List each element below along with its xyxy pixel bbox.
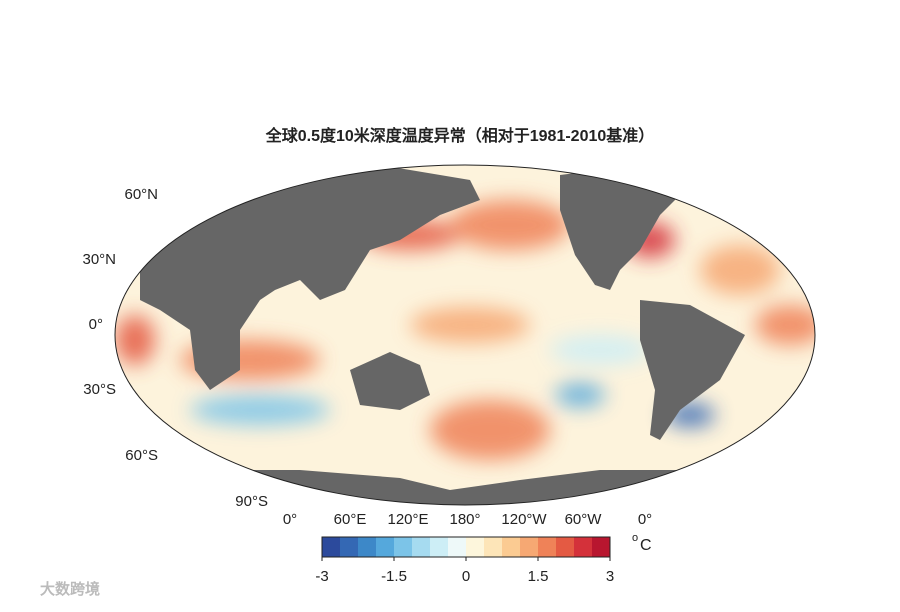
- watermark: 大数跨境: [40, 580, 100, 598]
- colorbar-tick-label: 3: [606, 568, 614, 585]
- colorbar-segment: [376, 537, 395, 557]
- lat-label: 0°: [89, 316, 103, 333]
- map-body: [115, 165, 815, 505]
- colorbar-segment: [430, 537, 449, 557]
- colorbar-segment: [412, 537, 431, 557]
- lat-label: 60°N: [124, 186, 158, 203]
- colorbar: -3 -1.5 0 1.5 3: [315, 536, 614, 585]
- map-title: 全球0.5度10米深度温度异常（相对于1981-2010基准）: [265, 126, 655, 145]
- colorbar-segment: [538, 537, 557, 557]
- colorbar-segment: [520, 537, 539, 557]
- colorbar-segment: [556, 537, 575, 557]
- lat-label: 90°S: [235, 493, 268, 510]
- lat-label: 30°S: [83, 381, 116, 398]
- lat-label: 30°N: [82, 251, 116, 268]
- lon-label: 0°: [638, 511, 652, 528]
- colorbar-segment: [502, 537, 521, 557]
- lon-label: 0°: [283, 511, 297, 528]
- colorbar-tick-label: -3: [315, 568, 328, 585]
- lat-label: 60°S: [125, 447, 158, 464]
- lon-label: 60°E: [334, 511, 367, 528]
- colorbar-tick-label: 1.5: [528, 568, 549, 585]
- colorbar-tick-label: 0: [462, 568, 470, 585]
- colorbar-segment: [448, 537, 467, 557]
- colorbar-segment: [466, 537, 485, 557]
- unit-sup: o: [632, 532, 638, 544]
- lon-label: 120°W: [501, 511, 547, 528]
- colorbar-tick-label: -1.5: [381, 568, 407, 585]
- colorbar-segment: [394, 537, 413, 557]
- colorbar-segment: [358, 537, 377, 557]
- colorbar-segment: [322, 537, 341, 557]
- colorbar-segment: [484, 537, 503, 557]
- colorbar-segment: [574, 537, 593, 557]
- lon-label: 180°: [449, 511, 480, 528]
- lon-label: 60°W: [565, 511, 603, 528]
- map-frame: [114, 164, 816, 506]
- unit: C: [640, 537, 652, 554]
- colorbar-segment: [592, 537, 611, 557]
- lon-label: 120°E: [387, 511, 428, 528]
- colorbar-segment: [340, 537, 359, 557]
